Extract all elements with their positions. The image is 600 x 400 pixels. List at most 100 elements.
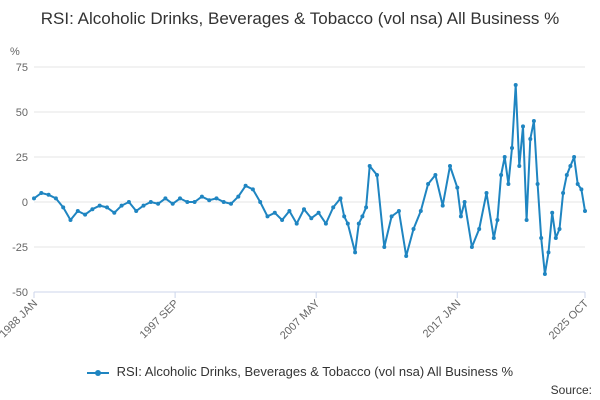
data-point	[302, 207, 306, 212]
data-point	[433, 173, 438, 177]
data-point	[342, 214, 347, 219]
data-point	[375, 173, 379, 177]
x-tick-label: 2017 JAN	[421, 298, 464, 341]
y-tick-label: -50	[12, 287, 28, 299]
y-axis-label: %	[10, 46, 20, 58]
data-point	[495, 218, 500, 222]
gridlines	[34, 66, 585, 293]
data-point	[83, 212, 88, 217]
data-point	[280, 218, 285, 222]
source-label: Source:	[550, 383, 592, 397]
x-tick-label: 2007 MAY	[278, 297, 323, 342]
data-point	[539, 236, 544, 240]
data-point	[272, 210, 277, 215]
data-point	[156, 201, 161, 206]
x-tick-label: 2025 OCT	[547, 297, 592, 342]
data-point	[287, 209, 292, 213]
data-point	[568, 164, 573, 168]
data-point	[229, 201, 233, 206]
data-point	[323, 221, 328, 226]
data-point	[583, 209, 587, 213]
data-point	[506, 182, 511, 186]
y-tick-label: 50	[16, 107, 28, 119]
data-point	[112, 210, 117, 215]
data-point	[579, 187, 584, 192]
data-point	[521, 124, 525, 129]
data-point	[214, 196, 219, 201]
data-point	[68, 218, 73, 222]
data-point	[141, 203, 146, 208]
series-layer	[32, 83, 587, 276]
y-tick-label: 75	[16, 62, 28, 74]
data-point	[404, 254, 409, 258]
data-point	[309, 216, 314, 221]
data-point	[572, 155, 577, 159]
axes: 75 50 25 0 -25 -50% 1988 JAN 1997 SEP 2007 MAY 20…	[0, 46, 591, 342]
data-point	[119, 203, 124, 208]
data-point	[338, 196, 343, 201]
data-point	[418, 209, 423, 213]
data-point	[148, 200, 153, 204]
data-point	[178, 196, 182, 201]
chart-title: RSI: Alcoholic Drinks, Beverages & Tobac…	[40, 9, 560, 28]
data-point	[550, 210, 555, 215]
data-point	[528, 137, 533, 141]
data-point	[411, 227, 416, 231]
y-tick-label: 0	[22, 197, 28, 209]
data-point	[75, 209, 80, 213]
data-point	[236, 194, 241, 199]
data-point	[396, 209, 401, 213]
data-point	[294, 221, 299, 226]
data-point	[455, 185, 460, 190]
data-point	[499, 173, 504, 177]
data-point	[353, 250, 358, 255]
data-point	[221, 200, 226, 204]
data-point	[510, 146, 514, 150]
data-point	[367, 164, 372, 168]
data-point	[546, 250, 551, 255]
data-point	[462, 200, 467, 204]
data-point	[39, 191, 44, 195]
data-point	[561, 191, 566, 195]
legend[interactable]: RSI: Alcoholic Drinks, Beverages & Tobac…	[0, 364, 600, 379]
data-point	[553, 236, 558, 240]
data-point	[265, 214, 270, 219]
data-point	[258, 200, 263, 204]
data-point	[163, 196, 168, 201]
data-point	[192, 200, 197, 204]
data-point	[524, 218, 529, 222]
data-point	[458, 214, 463, 219]
data-point	[564, 173, 569, 177]
data-point	[207, 198, 212, 203]
data-point	[469, 245, 474, 249]
data-point	[97, 203, 102, 208]
data-point	[46, 192, 51, 197]
data-point	[491, 236, 496, 240]
data-point	[517, 164, 522, 168]
data-point	[448, 164, 452, 168]
x-tick-label: 1988 JAN	[0, 298, 40, 341]
data-point	[513, 83, 518, 87]
data-point	[53, 196, 58, 201]
data-point	[126, 200, 131, 204]
data-point	[389, 214, 394, 219]
data-point	[32, 196, 36, 201]
data-point	[575, 182, 580, 186]
data-point	[484, 191, 489, 195]
data-point	[105, 205, 109, 210]
data-point	[345, 221, 350, 226]
data-point	[360, 214, 365, 219]
data-point	[170, 201, 175, 206]
legend-label: RSI: Alcoholic Drinks, Beverages & Tobac…	[116, 364, 514, 379]
data-point	[364, 205, 369, 210]
legend-swatch-icon	[86, 367, 109, 379]
data-point	[134, 209, 139, 213]
data-point	[502, 155, 507, 159]
data-point	[356, 221, 361, 226]
data-point	[531, 119, 536, 123]
y-tick-label: -25	[12, 242, 28, 254]
series-line	[33, 84, 586, 275]
data-point	[542, 272, 547, 276]
data-point	[185, 200, 190, 204]
